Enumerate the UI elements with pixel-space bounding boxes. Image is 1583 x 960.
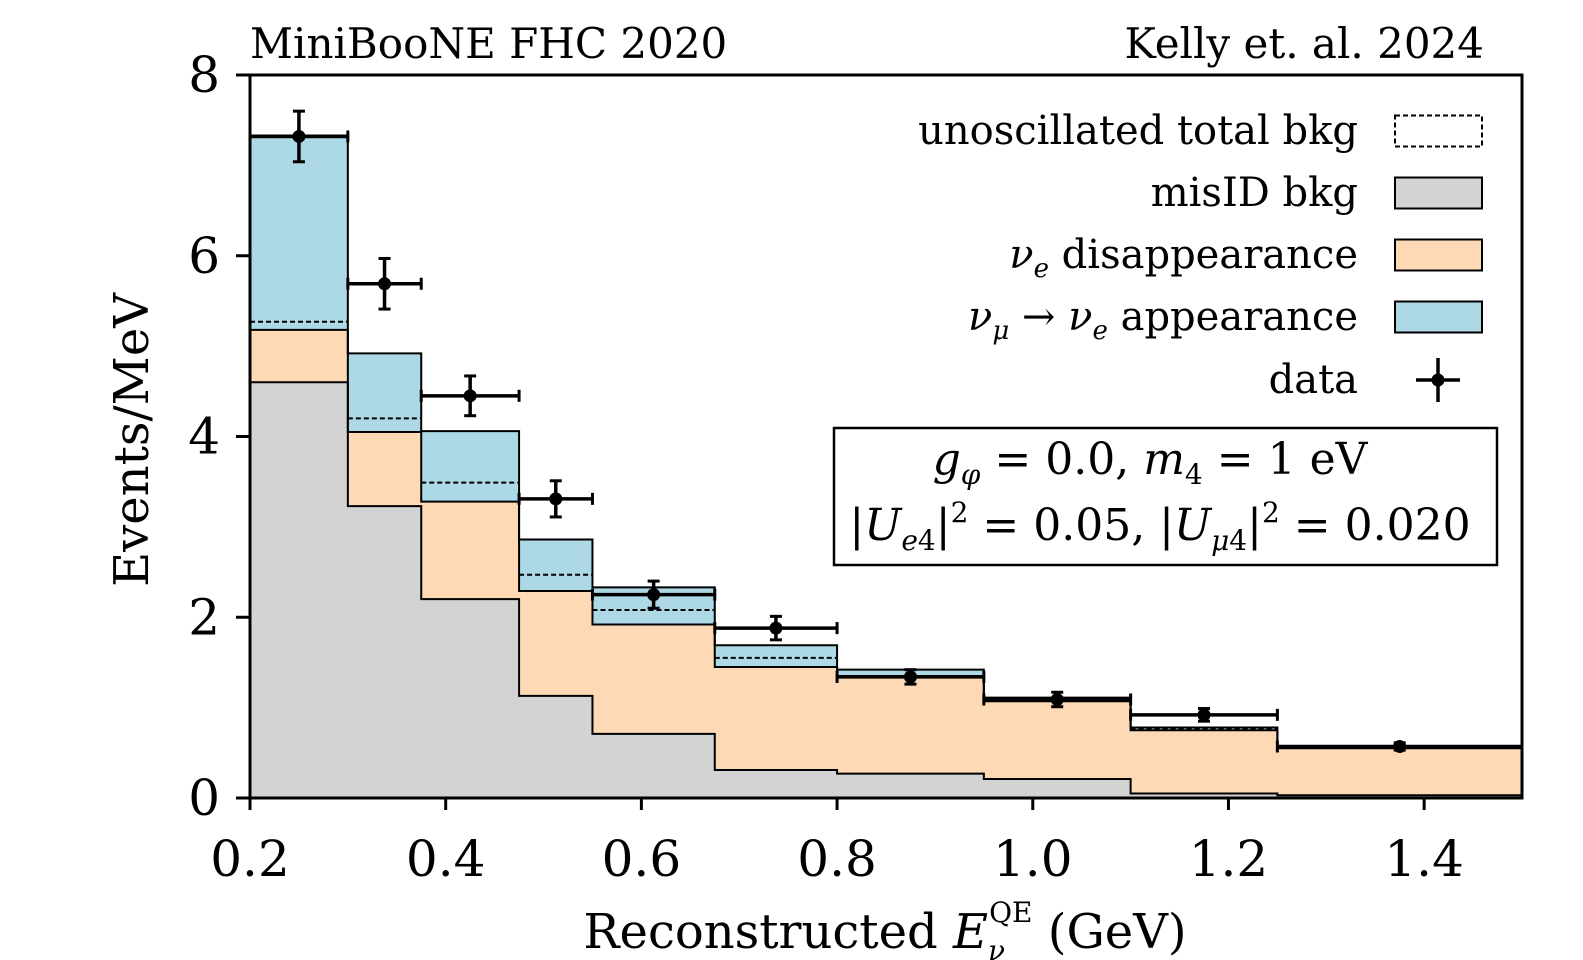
legend-label-disappearance: νe disappearance bbox=[1009, 232, 1358, 284]
axis-ticks: 0.2 0.4 0.6 0.8 1.0 1.2 1.4 0 2 4 6 8 bbox=[188, 46, 1464, 888]
title-left: MiniBooNE FHC 2020 bbox=[250, 19, 727, 68]
data-point bbox=[549, 492, 563, 506]
data-point bbox=[1197, 708, 1211, 722]
parameter-line-2: |Ue4|2 = 0.05, |Uμ4|2 = 0.020 bbox=[849, 496, 1470, 557]
legend-swatch-disappearance bbox=[1394, 238, 1483, 272]
disappearance-bar bbox=[1277, 748, 1522, 798]
data-point bbox=[378, 277, 392, 291]
x-tick-label: 1.2 bbox=[1189, 830, 1269, 888]
data-point bbox=[903, 670, 917, 684]
data-point bbox=[1050, 692, 1064, 706]
misid-bar bbox=[714, 769, 838, 798]
appearance-step-line bbox=[249, 134, 1523, 798]
y-tick-label: 0 bbox=[188, 769, 220, 827]
x-tick-label: 1.0 bbox=[993, 830, 1073, 888]
y-tick-label: 4 bbox=[188, 408, 220, 466]
misid-step-line bbox=[249, 381, 1523, 798]
legend: unoscillated total bkg misID bkg νe disapp… bbox=[918, 108, 1483, 403]
y-tick-label: 8 bbox=[188, 46, 220, 104]
legend-swatch-unoscillated bbox=[1394, 114, 1483, 148]
x-tick-label: 0.8 bbox=[797, 830, 877, 888]
legend-swatch-misid bbox=[1394, 176, 1483, 210]
misid-bar bbox=[421, 599, 520, 798]
parameter-line-1: gφ = 0.0, m4 = 1 eV bbox=[933, 434, 1369, 491]
data-point bbox=[769, 621, 783, 635]
x-tick-label: 0.2 bbox=[210, 830, 290, 888]
x-axis-label: Reconstructed EνQE (GeV) bbox=[583, 896, 1186, 960]
parameter-box: gφ = 0.0, m4 = 1 eV |Ue4|2 = 0.05, |Uμ4|… bbox=[832, 426, 1499, 567]
histogram-fills bbox=[250, 135, 1522, 798]
x-tick-label: 0.6 bbox=[602, 830, 682, 888]
x-tick-label: 1.4 bbox=[1384, 830, 1464, 888]
title-right: Kelly et. al. 2024 bbox=[1124, 19, 1484, 68]
misid-bar bbox=[519, 695, 593, 798]
y-axis-label: Events/MeV bbox=[104, 292, 160, 587]
misid-bar bbox=[837, 773, 984, 798]
legend-swatch-data-point bbox=[1431, 373, 1445, 387]
data-point bbox=[292, 129, 306, 143]
disappearance-bar bbox=[1130, 730, 1278, 798]
y-tick-label: 2 bbox=[188, 588, 220, 646]
data-point bbox=[463, 389, 477, 403]
legend-label-data: data bbox=[1269, 357, 1358, 403]
x-tick-label: 0.4 bbox=[406, 830, 486, 888]
misid-bar bbox=[1130, 793, 1278, 798]
parameter-box-frame bbox=[832, 426, 1499, 567]
data-point bbox=[647, 588, 661, 602]
misid-bar bbox=[983, 779, 1131, 798]
legend-label-appearance: νμ → νe appearance bbox=[968, 294, 1358, 346]
y-tick-label: 6 bbox=[188, 227, 220, 285]
misid-bar bbox=[592, 733, 715, 798]
misid-bar bbox=[250, 382, 348, 798]
data-points bbox=[248, 109, 1524, 753]
legend-label-unoscillated: unoscillated total bkg bbox=[918, 108, 1358, 154]
legend-label-misid: misID bkg bbox=[1151, 170, 1358, 216]
legend-swatch-appearance bbox=[1394, 300, 1483, 334]
data-point bbox=[1393, 739, 1407, 753]
misid-bar bbox=[347, 506, 422, 798]
